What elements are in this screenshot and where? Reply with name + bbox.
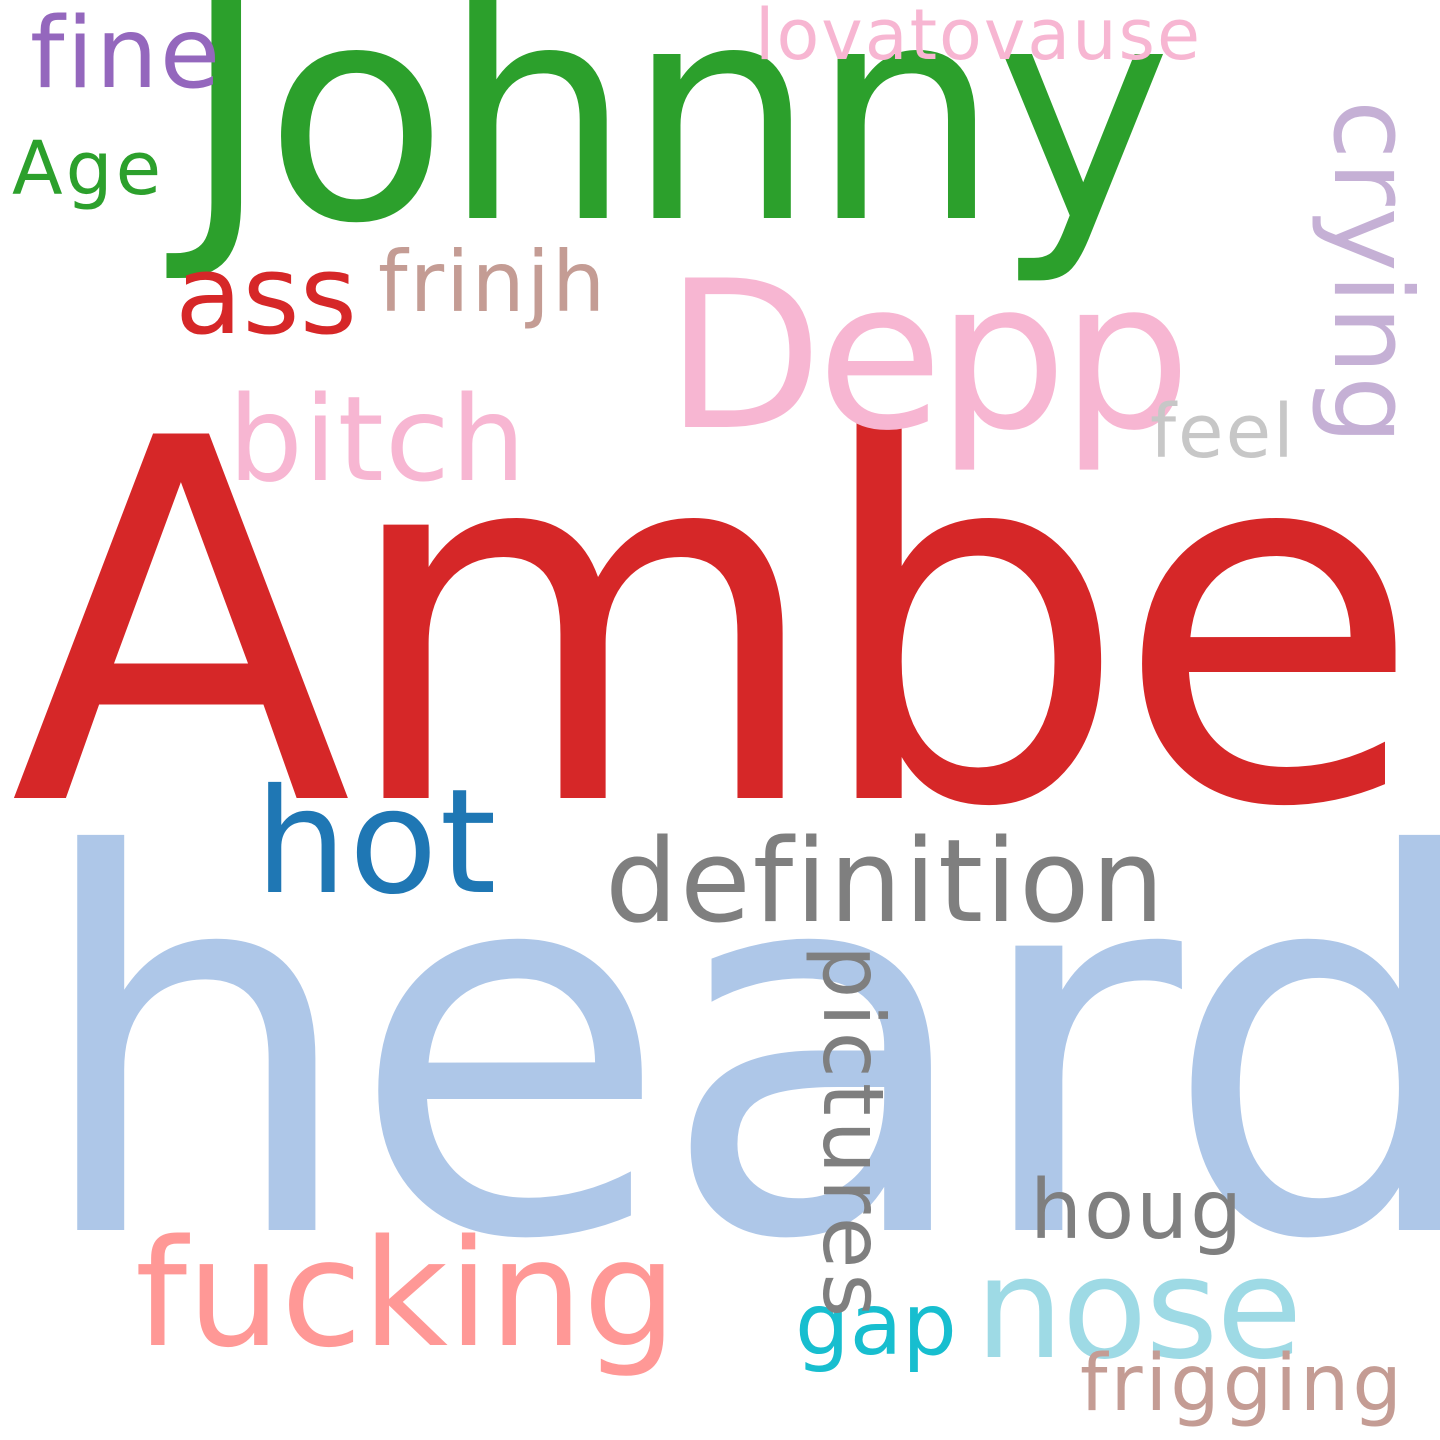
word-definition: definition (605, 815, 1167, 949)
word-frigging: frigging (1080, 1339, 1405, 1429)
word-houg: houg (1030, 1163, 1245, 1258)
word-crying: crying (1309, 100, 1434, 447)
word-heard: heard (30, 747, 1440, 1353)
word-lovatovause: lovatovause (755, 0, 1203, 76)
word-nose: nose (975, 1228, 1302, 1391)
word-pictures: pictures (804, 945, 902, 1323)
word-feel: feel (1150, 389, 1296, 475)
word-fine: fine (30, 0, 223, 111)
word-age: Age (12, 126, 165, 212)
word-depp: Depp (665, 238, 1191, 476)
word-gap: gap (795, 1275, 957, 1375)
word-amber: Amber (10, 334, 1440, 916)
word-ass: ass (175, 231, 358, 359)
word-bitch: bitch (228, 370, 527, 508)
word-frinjh: frinjh (378, 233, 608, 331)
word-hot: hot (255, 758, 499, 927)
word-fucking: fucking (135, 1208, 677, 1380)
word-johnny: Johnny (182, 0, 1172, 289)
